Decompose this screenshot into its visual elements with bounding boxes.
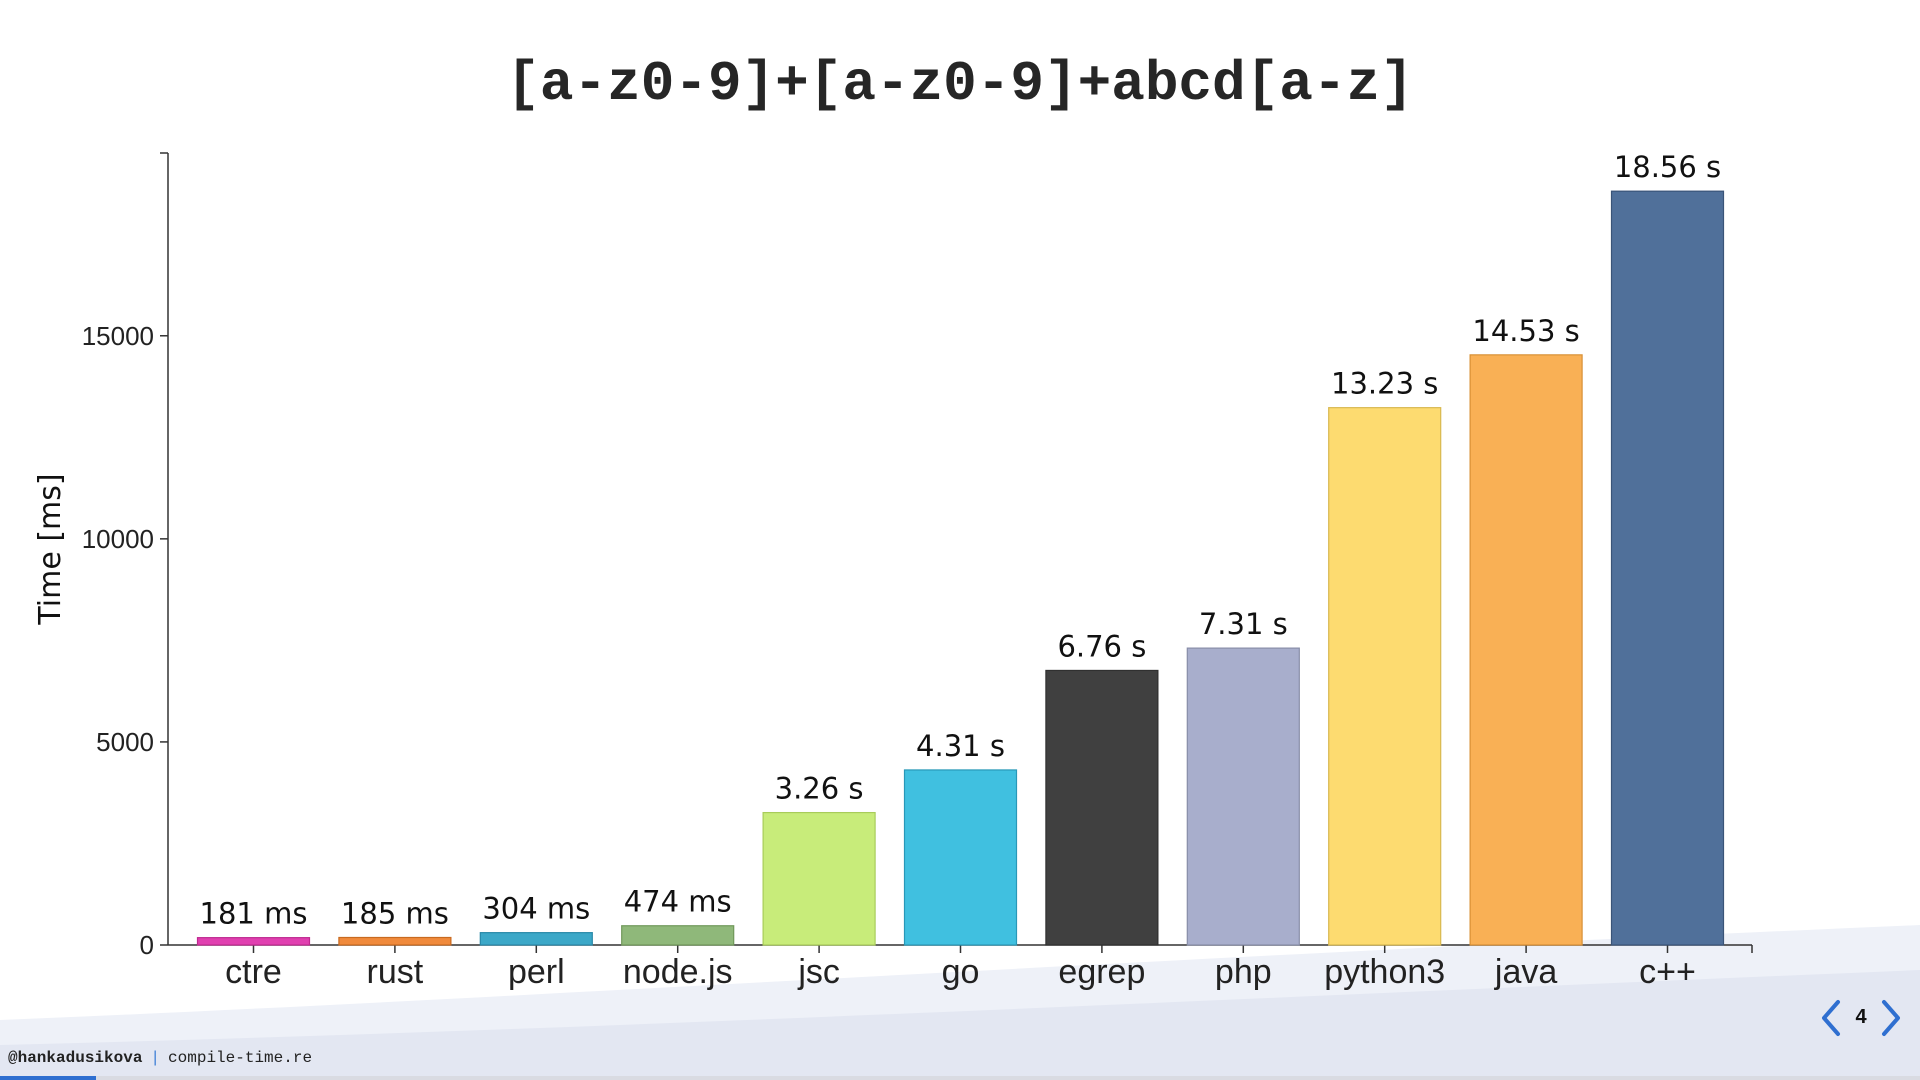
x-tick-label: go: [942, 953, 980, 991]
site-link[interactable]: compile-time.re: [168, 1049, 313, 1067]
page-title: [a-z0-9]+[a-z0-9]+abcd[a-z]: [506, 52, 1414, 116]
bar-python3: [1328, 407, 1442, 946]
y-tick-label: 10000: [82, 524, 154, 554]
chevron-right-icon[interactable]: [1876, 996, 1906, 1040]
x-tick-label: node.js: [623, 953, 733, 991]
y-tick-label: 0: [140, 930, 154, 960]
bar-go: [903, 769, 1018, 946]
data-label: 474 ms: [624, 885, 732, 919]
data-label: 7.31 s: [1199, 607, 1288, 641]
bar-java: [1469, 354, 1583, 946]
footer-separator: |: [150, 1049, 161, 1067]
x-tick-label: perl: [508, 953, 565, 991]
author-handle[interactable]: @hankadusikova: [8, 1049, 143, 1067]
data-label: 181 ms: [200, 897, 308, 931]
data-label: 3.26 s: [775, 772, 864, 806]
chart-labels: ctre 181 ms rust 185 ms perl 304 ms node.js 474…: [200, 150, 1722, 991]
data-label: 185 ms: [341, 896, 449, 930]
bar-egrep: [1045, 669, 1159, 946]
x-tick-label: c++: [1639, 953, 1696, 991]
bar-ctre: [196, 937, 311, 946]
bar-jsc: [762, 811, 876, 946]
bar-rust: [338, 936, 452, 946]
data-label: 13.23 s: [1331, 367, 1438, 401]
x-tick-label: rust: [367, 953, 424, 991]
data-label: 304 ms: [482, 892, 590, 926]
x-tick-label: python3: [1324, 953, 1445, 991]
data-label: 14.53 s: [1472, 314, 1579, 348]
y-tick-label: 5000: [96, 727, 154, 757]
bar-node.js: [621, 925, 735, 946]
bar-perl: [479, 932, 593, 946]
data-label: 4.31 s: [916, 729, 1005, 763]
progress-bar: [0, 1076, 1920, 1080]
chart-bars: [196, 190, 1725, 946]
y-axis-label: Time [ms]: [33, 473, 68, 625]
bar-c++: [1610, 190, 1725, 946]
x-tick-label: java: [1494, 953, 1557, 991]
chevron-left-icon[interactable]: [1816, 996, 1846, 1040]
bar-php: [1186, 647, 1300, 946]
y-tick-label: 15000: [82, 321, 154, 351]
x-tick-label: php: [1215, 953, 1272, 991]
x-tick-label: jsc: [797, 953, 840, 991]
page-number: 4: [1855, 1006, 1867, 1028]
data-label: 18.56 s: [1614, 150, 1721, 184]
slide-navigation: 4: [1816, 996, 1906, 1040]
x-tick-label: ctre: [225, 953, 282, 991]
progress-fill: [0, 1076, 96, 1080]
data-label: 6.76 s: [1057, 629, 1146, 663]
footer: @hankadusikova | compile-time.re: [8, 1049, 312, 1067]
x-tick-label: egrep: [1058, 953, 1145, 991]
